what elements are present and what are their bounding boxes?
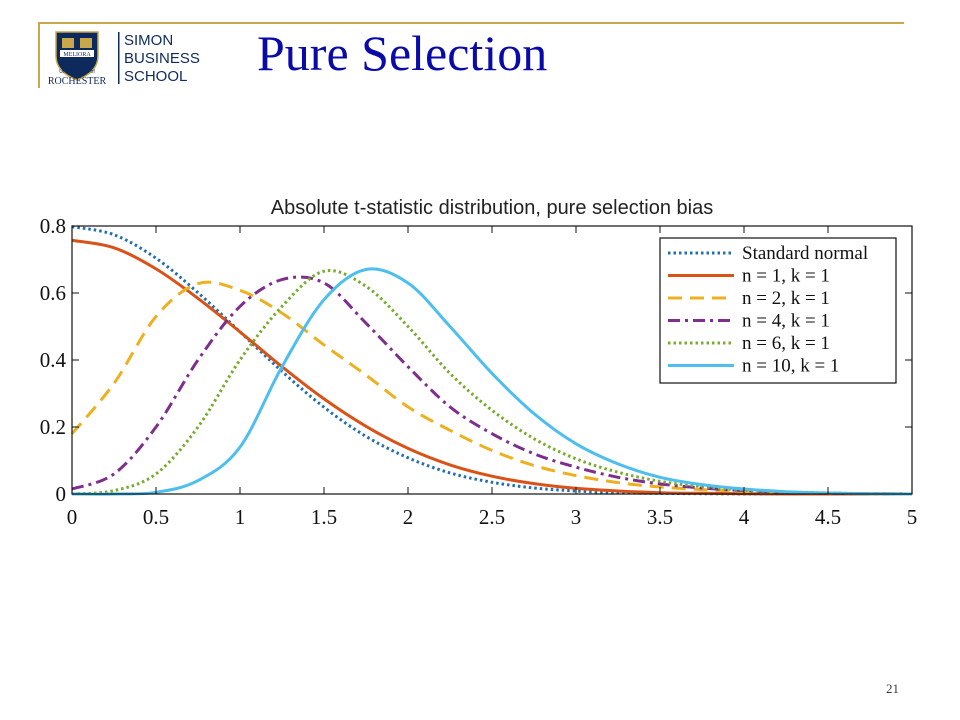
series-line-3: [71, 275, 913, 496]
series-line-0: [71, 225, 912, 496]
school-line-2: BUSINESS: [124, 50, 200, 67]
school-line-3: SCHOOL: [124, 68, 187, 85]
series-line-5: [71, 267, 913, 496]
legend-label-4: n = 6, k = 1: [742, 333, 830, 354]
y-tick-label: 0.2: [40, 415, 66, 439]
axis-ticks: 0 0.5 1 1.5 2 2.5 3 3.5 4 4.5 5 0 0.2 0.4 0.6 0.8: [40, 214, 918, 529]
legend-label-0: Standard normal: [742, 243, 868, 264]
simon-business-school-logo: MELIORA UNIVERSITY of ROCHESTER SIMON BU…: [48, 31, 200, 87]
y-tick-label: 0.6: [40, 281, 66, 305]
x-tick-label: 0: [67, 505, 78, 529]
y-tick-label: 0: [56, 482, 67, 506]
chart-title: Absolute t-statistic distribution, pure …: [271, 197, 713, 219]
page-number: 21: [886, 681, 899, 696]
top-rule: [38, 22, 904, 24]
left-rule: [38, 22, 40, 88]
x-tick-label: 4: [739, 505, 750, 529]
t-statistic-line-chart: Absolute t-statistic distribution, pure …: [40, 197, 918, 529]
x-tick-label: 1.5: [311, 505, 337, 529]
x-tick-label: 5: [907, 505, 918, 529]
school-line-1: SIMON: [124, 32, 173, 49]
x-tick-label: 0.5: [143, 505, 169, 529]
legend-label-1: n = 1, k = 1: [742, 266, 830, 287]
x-tick-label: 1: [235, 505, 246, 529]
legend-label-5: n = 10, k = 1: [742, 356, 839, 377]
x-tick-label: 2: [403, 505, 414, 529]
university-small: UNIVERSITY of: [59, 69, 95, 75]
seal-text: MELIORA: [63, 52, 91, 58]
x-tick-label: 4.5: [815, 505, 841, 529]
y-tick-label: 0.4: [40, 348, 67, 372]
y-tick-label: 0.8: [40, 214, 66, 238]
x-tick-label: 3: [571, 505, 582, 529]
legend-box: [659, 237, 897, 384]
legend-label-2: n = 2, k = 1: [742, 288, 830, 309]
legend-label-3: n = 4, k = 1: [742, 311, 830, 332]
x-tick-label: 3.5: [647, 505, 673, 529]
x-tick-label: 2.5: [479, 505, 505, 529]
university-name: ROCHESTER: [48, 76, 107, 87]
slide-title: Pure Selection: [257, 25, 548, 81]
